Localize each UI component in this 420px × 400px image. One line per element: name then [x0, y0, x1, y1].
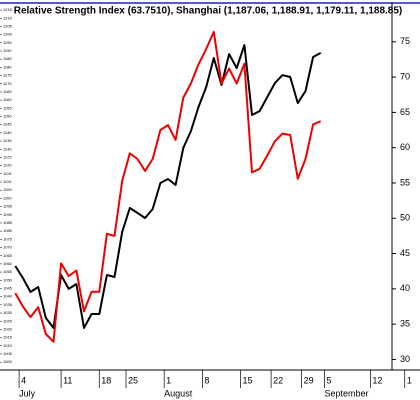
month-label: July [19, 388, 36, 398]
chart-title: Relative Strength Index (63.7510), Shang… [14, 6, 403, 17]
y2-tick-label: 55 [400, 177, 410, 187]
y2-tick-label: 75 [400, 36, 410, 46]
y-tick-label: 1085 [3, 220, 13, 225]
y-tick-label: 1030 [3, 310, 13, 315]
x-tick-label: 5 [327, 375, 332, 385]
y-tick-label: 1170 [3, 81, 12, 86]
y-tick-label: 1135 [3, 138, 12, 143]
y-tick-label: 1035 [3, 302, 13, 307]
y-tick-label: 1215 [3, 7, 13, 12]
x-tick-label: 8 [204, 375, 209, 385]
y2-tick-label: 30 [400, 354, 410, 364]
month-label: August [164, 388, 193, 398]
series-line [14, 44, 322, 329]
y-tick-label: 1130 [3, 146, 12, 151]
y-tick-label: 1145 [3, 122, 12, 127]
y-tick-label: 1095 [3, 204, 13, 209]
y-tick-label: 1185 [3, 56, 12, 61]
y2-tick-label: 50 [400, 213, 410, 223]
y2-tick-label: 35 [400, 319, 410, 329]
y2-tick-label: 65 [400, 107, 410, 117]
y-tick-label: 1160 [3, 97, 12, 102]
y-tick-label: 1195 [3, 40, 12, 45]
y2-tick-label: 70 [400, 71, 410, 81]
x-tick-label: 12 [372, 375, 382, 385]
y-tick-label: 1045 [3, 286, 13, 291]
y-tick-label: 1075 [3, 236, 13, 241]
y-tick-label: 1205 [3, 23, 13, 28]
x-tick-label: 22 [273, 375, 283, 385]
y-tick-label: 1110 [3, 179, 12, 184]
y-tick-label: 1120 [3, 163, 12, 168]
y-tick-label: 1025 [3, 318, 13, 323]
y-tick-label: 1175 [3, 73, 12, 78]
y-tick-label: 1050 [3, 277, 13, 282]
y-tick-label: 1180 [3, 64, 12, 69]
y2-tick-label: 45 [400, 248, 410, 258]
x-tick-label: 15 [243, 375, 253, 385]
y-tick-label: 1005 [3, 351, 13, 356]
y2-tick-label: 40 [400, 283, 410, 293]
y-tick-label: 1015 [3, 335, 13, 340]
x-tick-label: 29 [304, 375, 314, 385]
y-tick-label: 1190 [3, 48, 12, 53]
y-tick-label: 1055 [3, 269, 13, 274]
y-tick-label: 1060 [3, 261, 13, 266]
x-tick-label: 4 [21, 375, 26, 385]
y-tick-label: 1000 [3, 359, 13, 364]
x-tick-label: 1 [166, 375, 171, 385]
y-tick-label: 1150 [3, 114, 12, 119]
y-tick-label: 1070 [3, 245, 13, 250]
x-tick-label: 18 [101, 375, 111, 385]
y-tick-label: 1080 [3, 228, 13, 233]
y-tick-label: 1155 [3, 105, 12, 110]
x-tick-label: 11 [63, 375, 72, 385]
y-tick-label: 1165 [3, 89, 12, 94]
y-tick-label: 1090 [3, 212, 13, 217]
y-tick-label: 1140 [3, 130, 12, 135]
y-tick-label: 1065 [3, 253, 13, 258]
y-tick-label: 1020 [3, 326, 13, 331]
y-tick-label: 1040 [3, 294, 13, 299]
y2-tick-label: 60 [400, 142, 410, 152]
y-tick-label: 1105 [3, 187, 12, 192]
series-line [14, 30, 322, 343]
y-tick-label: 1010 [3, 343, 13, 348]
month-label: September [325, 388, 369, 398]
y-tick-label: 1115 [3, 171, 12, 176]
x-tick-label: 25 [128, 375, 138, 385]
x-tick-label: 1 [407, 375, 412, 385]
y-tick-label: 1100 [3, 195, 12, 200]
y-tick-label: 1125 [3, 154, 12, 159]
y-tick-label: 1200 [3, 32, 13, 37]
y-tick-label: 1210 [3, 15, 13, 20]
